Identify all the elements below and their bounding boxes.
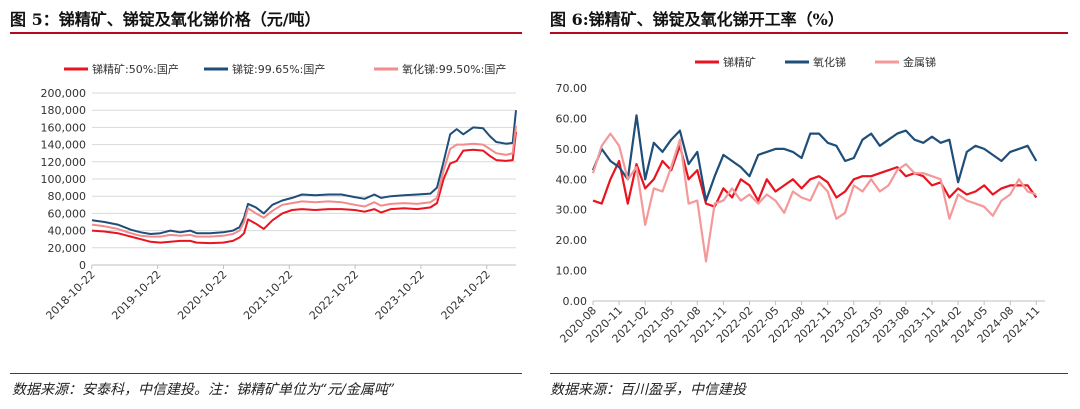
y-tick-label: 40,000 (48, 225, 87, 238)
x-tick-label: 2023-10-22 (373, 268, 427, 322)
y-tick-label: 70.00 (556, 82, 588, 95)
right-source-rule (550, 373, 1068, 374)
x-tick-label: 2020-10-22 (175, 268, 229, 322)
y-tick-label: 80,000 (48, 190, 87, 203)
y-tick-label: 0.00 (563, 295, 588, 308)
series-1-line (91, 110, 517, 235)
y-tick-label: 200,000 (41, 87, 87, 100)
series-0-line (592, 144, 1038, 208)
y-tick-label: 30.00 (556, 204, 588, 217)
x-tick-label: 2019-10-22 (109, 268, 163, 322)
right-title-rule (550, 32, 1068, 34)
legend-label: 锑精矿 (723, 56, 756, 69)
y-tick-label: 120,000 (41, 156, 87, 169)
series-2-line (91, 125, 517, 238)
y-tick-label: 20.00 (556, 234, 588, 247)
left-figure: 图 5：锑精矿、锑锭及氧化锑价格（元/吨） 0 20,000 40,000 60,00… (0, 0, 530, 409)
left-title-rule (10, 32, 522, 34)
legend-label: 氧化锑:99.50%:国产 (402, 62, 506, 76)
left-figure-title: 图 5：锑精矿、锑锭及氧化锑价格（元/吨） (10, 10, 321, 29)
x-tick-label: 2022-10-22 (307, 268, 361, 322)
y-tick-label: 180,000 (41, 104, 87, 117)
legend-label: 氧化锑 (813, 55, 846, 69)
y-tick-label: 40.00 (556, 173, 588, 186)
x-tick-label: 2021-10-22 (241, 268, 295, 322)
y-tick-label: 160,000 (41, 121, 87, 134)
operating-rate-line-chart: 0.0010.0020.0030.0040.0050.0060.0070.002… (556, 55, 1045, 346)
y-tick-label: 50.00 (556, 143, 588, 156)
y-tick-label: 100,000 (41, 173, 87, 186)
y-tick-label: 60.00 (556, 112, 588, 125)
legend-label: 锑精矿:50%:国产 (92, 62, 179, 76)
series-2-line (591, 132, 1037, 263)
right-figure: 图 6:锑精矿、锑锭及氧化锑开工率（%） 0.00 10.00 20.00 30.00… (545, 0, 1080, 409)
legend-label: 金属锑 (903, 55, 936, 69)
y-tick-label: 10.00 (556, 265, 588, 278)
series-0-line (91, 131, 517, 245)
legend-label: 锑锭:99.65%:国产 (232, 62, 325, 76)
left-source-note: 数据来源：安泰科，中信建投。注：锑精矿单位为“元/金属吨” (12, 382, 396, 398)
y-tick-label: 60,000 (48, 207, 87, 220)
x-tick-label: 2024-10-22 (439, 268, 493, 322)
series-1-line (591, 114, 1038, 202)
left-source-rule (10, 373, 522, 374)
x-tick-label: 2018-10-22 (43, 268, 97, 322)
y-tick-label: 0 (79, 259, 86, 272)
right-source-note: 数据来源：百川盈孚，中信建投 (550, 382, 746, 398)
price-line-chart: 0 20,000 40,000 60,000 80,000 100,000 120,000 1… (41, 62, 517, 322)
y-tick-label: 20,000 (48, 242, 87, 255)
y-tick-label: 140,000 (41, 139, 87, 152)
right-figure-title: 图 6:锑精矿、锑锭及氧化锑开工率（%） (550, 10, 844, 29)
